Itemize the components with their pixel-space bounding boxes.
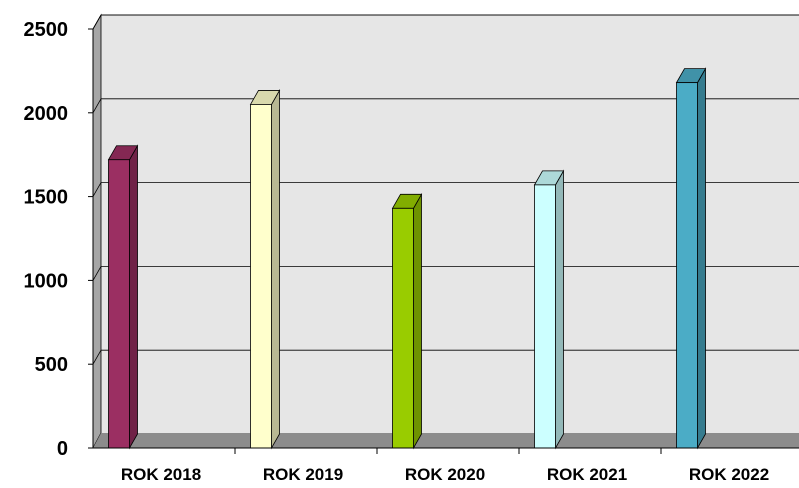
x-tick-label: ROK 2018 <box>121 465 201 484</box>
bar-front <box>250 104 272 449</box>
bar-side <box>271 88 280 450</box>
y-tick-label: 1500 <box>24 187 69 209</box>
bars <box>107 67 707 450</box>
bar-side <box>129 144 138 450</box>
gridline-depth <box>92 14 102 30</box>
y-tick-label: 2000 <box>24 103 69 125</box>
x-tick-label: ROK 2020 <box>405 465 485 484</box>
gridline-depth <box>92 98 102 113</box>
y-tick-label: 2500 <box>24 19 69 41</box>
x-tick-label: ROK 2019 <box>263 465 343 484</box>
bar-rok-2021 <box>533 169 565 450</box>
y-tick-label: 500 <box>35 354 68 376</box>
y-ticks: 0 500 1000 1500 2000 2500 <box>24 19 93 460</box>
side-wall <box>92 13 102 449</box>
bar-rok-2022 <box>675 67 707 450</box>
bar-front <box>392 207 414 449</box>
y-tick-label: 0 <box>57 438 68 460</box>
y-tick-label: 1000 <box>24 270 69 292</box>
bar-rok-2020 <box>391 192 423 450</box>
bar-front <box>534 184 556 449</box>
x-ticks: ROK 2018 ROK 2019 ROK 2020 ROK 2021 ROK 2022 <box>121 448 769 484</box>
gridline-depth <box>92 182 102 197</box>
bar-rok-2018 <box>107 144 139 450</box>
bar-front <box>108 159 130 449</box>
bar-side <box>413 192 422 450</box>
gridline-depth <box>92 350 102 365</box>
bar-rok-2019 <box>249 88 281 450</box>
gridline-depth <box>92 266 102 281</box>
bar-front <box>676 82 698 449</box>
x-tick-label: ROK 2022 <box>689 465 769 484</box>
bar-side <box>697 67 706 450</box>
bar-side <box>555 169 564 450</box>
x-tick-label: ROK 2021 <box>547 465 627 484</box>
